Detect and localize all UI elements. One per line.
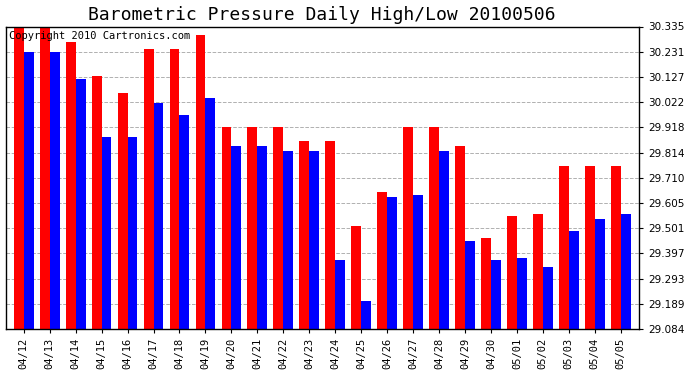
Bar [273,127,284,329]
Bar [101,136,112,329]
Bar [413,195,423,329]
Bar [351,226,361,329]
Bar [40,16,50,329]
Bar [465,241,475,329]
Bar [335,260,345,329]
Bar [611,166,621,329]
Bar [569,231,579,329]
Bar [50,52,59,329]
Bar [439,151,449,329]
Bar [533,214,543,329]
Bar [543,267,553,329]
Bar [585,166,595,329]
Bar [144,50,153,329]
Bar [14,16,23,329]
Bar [507,216,517,329]
Bar [170,50,179,329]
Bar [66,42,76,329]
Bar [309,151,319,329]
Title: Barometric Pressure Daily High/Low 20100506: Barometric Pressure Daily High/Low 20100… [88,6,556,24]
Bar [299,141,309,329]
Bar [377,192,387,329]
Bar [429,127,439,329]
Bar [128,136,137,329]
Bar [23,52,34,329]
Bar [231,146,241,329]
Text: Copyright 2010 Cartronics.com: Copyright 2010 Cartronics.com [9,31,190,41]
Bar [361,301,371,329]
Bar [118,93,128,329]
Bar [195,35,206,329]
Bar [403,127,413,329]
Bar [491,260,501,329]
Bar [179,115,189,329]
Bar [517,258,526,329]
Bar [559,166,569,329]
Bar [481,238,491,329]
Bar [387,197,397,329]
Bar [153,103,164,329]
Bar [284,151,293,329]
Bar [326,141,335,329]
Bar [595,219,604,329]
Bar [257,146,267,329]
Bar [76,78,86,329]
Bar [621,214,631,329]
Bar [221,127,231,329]
Bar [248,127,257,329]
Bar [206,98,215,329]
Bar [92,76,101,329]
Bar [455,146,465,329]
